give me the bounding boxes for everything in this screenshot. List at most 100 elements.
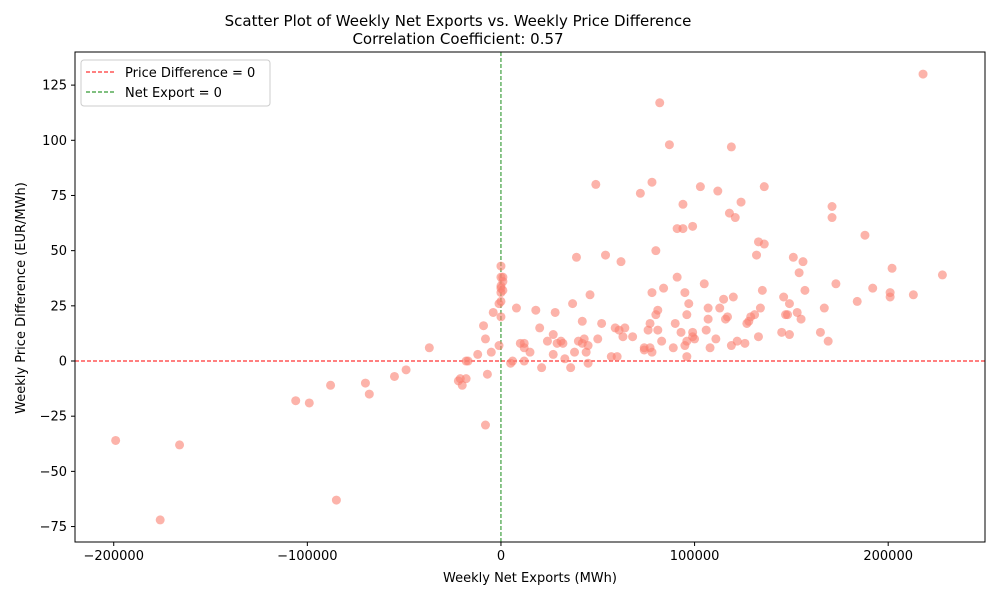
x-axis-label: Weekly Net Exports (MWh): [443, 571, 617, 586]
scatter-point: [424, 343, 434, 353]
scatter-point: [496, 312, 506, 322]
x-tick-label: −200000: [83, 549, 144, 564]
scatter-point: [823, 336, 833, 346]
scatter-point: [711, 334, 721, 344]
scatter-point: [668, 343, 678, 353]
scatter-point: [620, 323, 630, 333]
scatter-point: [815, 327, 825, 337]
scatter-point: [618, 332, 628, 342]
scatter-point: [480, 334, 490, 344]
scatter-point: [480, 420, 490, 430]
scatter-point: [537, 363, 547, 373]
scatter-point: [730, 213, 740, 223]
scatter-point: [755, 303, 765, 313]
scatter-point: [566, 363, 576, 373]
scatter-point: [577, 316, 587, 326]
chart-subtitle: Correlation Coefficient: 0.57: [352, 30, 563, 48]
scatter-point: [887, 263, 897, 273]
scatter-point: [389, 371, 399, 381]
scatter-point: [496, 296, 506, 306]
legend-label-price-difference: Price Difference = 0: [125, 66, 255, 81]
scatter-point: [784, 299, 794, 309]
scatter-point: [800, 285, 810, 295]
x-tick-label: 100000: [670, 549, 720, 564]
scatter-point: [508, 356, 518, 366]
scatter-point: [364, 389, 374, 399]
scatter-point: [860, 230, 870, 240]
legend-box: [80, 59, 271, 107]
scatter-point: [486, 347, 496, 357]
scatter-point: [676, 327, 686, 337]
scatter-point: [651, 246, 661, 256]
scatter-point: [498, 285, 508, 295]
scatter-point: [918, 69, 928, 79]
scatter-point: [670, 318, 680, 328]
x-tick-label: 200000: [863, 549, 913, 564]
scatter-point: [827, 202, 837, 212]
scatter-point: [482, 369, 492, 379]
scatter-point: [831, 279, 841, 289]
scatter-point: [291, 396, 301, 406]
scatter-point: [827, 213, 837, 223]
x-tick-label: 0: [497, 549, 505, 564]
scatter-point: [494, 341, 504, 351]
scatter-point: [664, 140, 674, 150]
scatter-point: [583, 358, 593, 368]
scatter-point: [722, 312, 732, 322]
y-tick-label: 125: [42, 79, 67, 94]
scatter-point: [819, 303, 829, 313]
scatter-point: [498, 277, 508, 287]
y-tick-label: 25: [50, 299, 67, 314]
scatter-point: [304, 398, 314, 408]
scatter-point: [401, 365, 411, 375]
scatter-point: [655, 98, 665, 108]
scatter-point: [653, 325, 663, 335]
scatter-point: [678, 199, 688, 209]
scatter-point: [531, 305, 541, 315]
y-tick-label: −50: [40, 465, 67, 480]
scatter-point: [558, 338, 568, 348]
scatter-point: [715, 303, 725, 313]
scatter-point: [788, 252, 798, 262]
scatter-point: [653, 305, 663, 315]
scatter-point: [601, 250, 611, 260]
scatter-point: [657, 336, 667, 346]
y-tick-label: −75: [40, 520, 67, 535]
scatter-point: [542, 336, 552, 346]
scatter-point: [635, 188, 645, 198]
scatter-point: [798, 257, 808, 267]
scatter-point: [473, 349, 483, 359]
scatter-point: [753, 332, 763, 342]
scatter-point: [463, 356, 473, 366]
scatter-point: [705, 343, 715, 353]
scatter-point: [568, 299, 578, 309]
scatter-point: [672, 272, 682, 282]
scatter-point: [616, 257, 626, 267]
scatter-point: [535, 323, 545, 333]
scatter-point: [579, 334, 589, 344]
scatter-point: [571, 252, 581, 262]
scatter-point: [759, 182, 769, 192]
scatter-point: [511, 303, 521, 313]
scatter-point: [794, 268, 804, 278]
scatter-point: [703, 314, 713, 324]
scatter-point: [784, 330, 794, 340]
scatter-point: [331, 495, 341, 505]
scatter-point: [908, 290, 918, 300]
scatter-point: [597, 318, 607, 328]
y-tick-label: 0: [59, 355, 67, 370]
scatter-point: [111, 435, 121, 445]
scatter-point: [560, 354, 570, 364]
scatter-point: [719, 294, 729, 304]
scatter-point: [550, 307, 560, 317]
scatter-point: [155, 515, 165, 525]
scatter-point: [680, 288, 690, 298]
scatter-point: [701, 325, 711, 335]
scatter-point: [682, 352, 692, 362]
scatter-point: [326, 380, 336, 390]
scatter-point: [750, 310, 760, 320]
scatter-point: [690, 334, 700, 344]
scatter-point: [779, 292, 789, 302]
scatter-point: [647, 177, 657, 187]
